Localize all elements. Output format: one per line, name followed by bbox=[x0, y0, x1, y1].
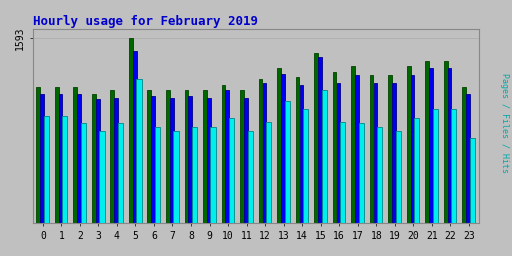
Bar bbox=[184, 90, 188, 223]
Bar bbox=[444, 61, 447, 223]
Bar bbox=[203, 90, 207, 223]
Bar bbox=[222, 85, 225, 223]
Bar bbox=[407, 66, 411, 223]
Bar bbox=[166, 90, 169, 223]
Bar bbox=[266, 122, 271, 223]
Bar bbox=[155, 127, 160, 223]
Bar bbox=[370, 76, 373, 223]
Bar bbox=[240, 90, 244, 223]
Bar bbox=[392, 83, 396, 223]
Bar bbox=[129, 38, 133, 223]
Text: Hourly usage for February 2019: Hourly usage for February 2019 bbox=[33, 15, 258, 28]
Bar bbox=[281, 73, 285, 223]
Bar bbox=[111, 90, 114, 223]
Bar bbox=[210, 127, 216, 223]
Bar bbox=[322, 90, 327, 223]
Bar bbox=[314, 53, 318, 223]
Bar bbox=[351, 66, 355, 223]
Bar bbox=[192, 127, 197, 223]
Bar bbox=[136, 79, 141, 223]
Bar bbox=[333, 72, 336, 223]
Bar bbox=[133, 51, 137, 223]
Bar bbox=[73, 87, 77, 223]
Bar bbox=[259, 79, 262, 223]
Bar bbox=[114, 98, 118, 223]
Bar bbox=[229, 118, 234, 223]
Bar bbox=[99, 131, 104, 223]
Bar bbox=[359, 123, 364, 223]
Text: Pages / Files / Hits: Pages / Files / Hits bbox=[500, 73, 509, 173]
Bar bbox=[207, 98, 210, 223]
Bar bbox=[118, 123, 123, 223]
Bar bbox=[414, 118, 419, 223]
Bar bbox=[277, 68, 281, 223]
Bar bbox=[448, 68, 452, 223]
Bar bbox=[303, 109, 308, 223]
Bar bbox=[374, 83, 377, 223]
Bar bbox=[462, 87, 466, 223]
Bar bbox=[36, 87, 40, 223]
Bar bbox=[300, 85, 303, 223]
Bar bbox=[296, 77, 300, 223]
Bar bbox=[55, 87, 58, 223]
Bar bbox=[263, 83, 266, 223]
Bar bbox=[81, 123, 86, 223]
Bar bbox=[244, 98, 248, 223]
Bar bbox=[188, 96, 192, 223]
Bar bbox=[318, 57, 322, 223]
Bar bbox=[170, 98, 174, 223]
Bar bbox=[466, 94, 470, 223]
Bar bbox=[433, 109, 438, 223]
Bar bbox=[285, 101, 290, 223]
Bar bbox=[388, 76, 392, 223]
Bar bbox=[396, 131, 401, 223]
Bar bbox=[429, 68, 433, 223]
Bar bbox=[44, 116, 49, 223]
Bar bbox=[225, 90, 229, 223]
Bar bbox=[340, 122, 345, 223]
Bar bbox=[92, 94, 96, 223]
Bar bbox=[247, 131, 253, 223]
Bar bbox=[336, 83, 340, 223]
Bar bbox=[355, 76, 359, 223]
Bar bbox=[96, 99, 99, 223]
Bar bbox=[40, 94, 44, 223]
Bar bbox=[411, 76, 414, 223]
Bar bbox=[62, 116, 68, 223]
Bar bbox=[147, 90, 151, 223]
Bar bbox=[174, 131, 179, 223]
Bar bbox=[451, 109, 457, 223]
Bar bbox=[377, 127, 382, 223]
Bar bbox=[152, 96, 155, 223]
Bar bbox=[470, 138, 475, 223]
Bar bbox=[425, 61, 429, 223]
Bar bbox=[77, 94, 81, 223]
Bar bbox=[59, 94, 62, 223]
